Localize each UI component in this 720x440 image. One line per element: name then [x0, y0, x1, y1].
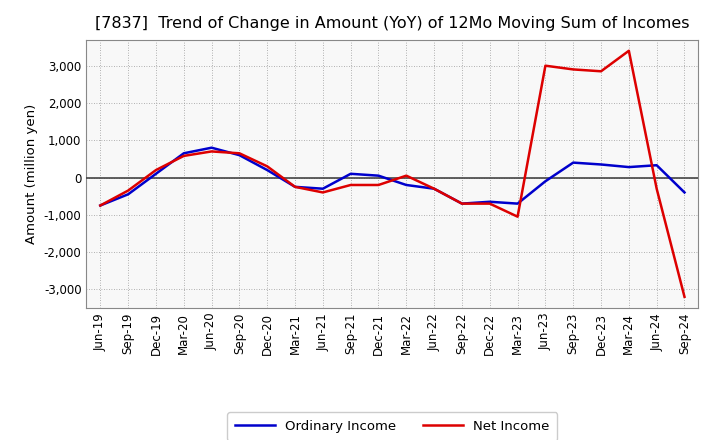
Net Income [513, 214, 522, 219]
Ordinary Income [152, 171, 161, 176]
Ordinary Income [541, 179, 550, 184]
Net Income [402, 173, 410, 178]
Ordinary Income [652, 163, 661, 168]
Ordinary Income [513, 201, 522, 206]
Line: Net Income: Net Income [100, 51, 685, 297]
Ordinary Income [569, 160, 577, 165]
Net Income [235, 150, 243, 156]
Net Income [346, 182, 355, 187]
Ordinary Income [207, 145, 216, 150]
Net Income [124, 188, 132, 193]
Ordinary Income [346, 171, 355, 176]
Ordinary Income [430, 186, 438, 191]
Ordinary Income [597, 162, 606, 167]
Net Income [569, 67, 577, 72]
Net Income [207, 149, 216, 154]
Net Income [96, 203, 104, 208]
Net Income [374, 182, 383, 187]
Ordinary Income [374, 173, 383, 178]
Ordinary Income [124, 192, 132, 197]
Net Income [597, 69, 606, 74]
Ordinary Income [291, 184, 300, 190]
Net Income [541, 63, 550, 68]
Ordinary Income [485, 199, 494, 205]
Ordinary Income [402, 182, 410, 187]
Net Income [680, 294, 689, 300]
Ordinary Income [458, 201, 467, 206]
Legend: Ordinary Income, Net Income: Ordinary Income, Net Income [228, 412, 557, 440]
Ordinary Income [680, 190, 689, 195]
Ordinary Income [96, 203, 104, 208]
Net Income [152, 168, 161, 173]
Net Income [318, 190, 327, 195]
Net Income [652, 186, 661, 191]
Net Income [179, 153, 188, 158]
Title: [7837]  Trend of Change in Amount (YoY) of 12Mo Moving Sum of Incomes: [7837] Trend of Change in Amount (YoY) o… [95, 16, 690, 32]
Net Income [263, 164, 271, 169]
Line: Ordinary Income: Ordinary Income [100, 148, 685, 205]
Ordinary Income [624, 165, 633, 170]
Ordinary Income [179, 150, 188, 156]
Net Income [458, 201, 467, 206]
Ordinary Income [235, 153, 243, 158]
Ordinary Income [318, 186, 327, 191]
Net Income [430, 186, 438, 191]
Net Income [291, 184, 300, 190]
Y-axis label: Amount (million yen): Amount (million yen) [25, 104, 38, 244]
Ordinary Income [263, 168, 271, 173]
Net Income [624, 48, 633, 53]
Net Income [485, 201, 494, 206]
